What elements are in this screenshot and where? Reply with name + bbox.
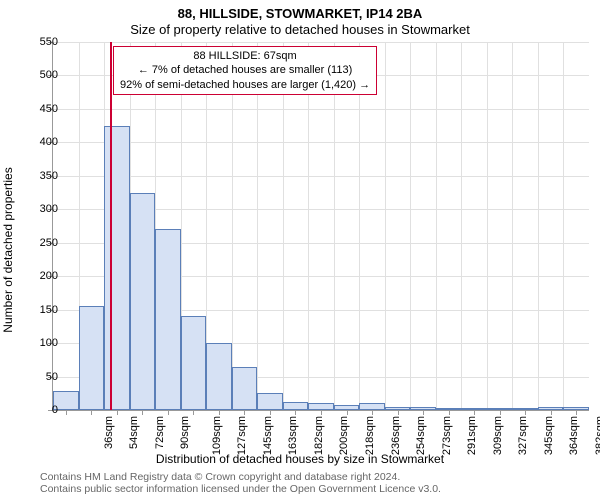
xtick-label: 309sqm [492,416,504,455]
reference-line [110,42,112,410]
xtick-label: 182sqm [313,416,325,455]
gridline-v [512,42,513,410]
xtick-label: 218sqm [364,416,376,455]
xtick-mark [372,410,373,415]
xtick-mark [91,410,92,415]
gridline-v [283,42,284,410]
xtick-label: 382sqm [594,416,600,455]
xtick-label: 36sqm [103,416,115,449]
ytick-label: 50 [28,371,58,383]
bar [181,316,207,410]
gridline-v [334,42,335,410]
xtick-label: 364sqm [568,416,580,455]
gridline-v [257,42,258,410]
xtick-mark [525,410,526,415]
xtick-mark [423,410,424,415]
xtick-mark [270,410,271,415]
xtick-label: 273sqm [441,416,453,455]
ytick-label: 0 [28,404,58,416]
annotation-line: 88 HILLSIDE: 67sqm [120,49,370,63]
gridline-h [53,109,589,110]
xtick-mark [398,410,399,415]
xtick-mark [500,410,501,415]
gridline-v [359,42,360,410]
gridline-v [461,42,462,410]
xtick-mark [474,410,475,415]
ytick-label: 550 [28,36,58,48]
attribution-line2: Contains public sector information licen… [40,483,441,496]
page-subtitle: Size of property relative to detached ho… [0,22,600,37]
annotation-box: 88 HILLSIDE: 67sqm← 7% of detached house… [113,46,377,95]
xtick-label: 236sqm [390,416,402,455]
ytick-label: 150 [28,304,58,316]
gridline-h [53,176,589,177]
ytick-label: 200 [28,270,58,282]
xtick-mark [66,410,67,415]
xtick-mark [219,410,220,415]
plot-area: 36sqm54sqm72sqm90sqm109sqm127sqm145sqm16… [52,42,589,411]
xtick-mark [551,410,552,415]
gridline-v [410,42,411,410]
xtick-label: 327sqm [517,416,529,455]
xtick-label: 127sqm [237,416,249,455]
y-axis-label: Number of detached properties [1,167,15,332]
xtick-label: 72sqm [154,416,166,449]
xtick-mark [449,410,450,415]
xtick-label: 254sqm [415,416,427,455]
x-axis-label: Distribution of detached houses by size … [0,452,600,466]
xtick-label: 90sqm [179,416,191,449]
xtick-mark [244,410,245,415]
xtick-mark [117,410,118,415]
xtick-mark [576,410,577,415]
xtick-label: 345sqm [543,416,555,455]
gridline-v [487,42,488,410]
bar [206,343,232,410]
bar [104,126,130,410]
xtick-label: 145sqm [262,416,274,455]
gridline-v [232,42,233,410]
gridline-v [385,42,386,410]
bar [283,402,309,410]
ytick-label: 350 [28,170,58,182]
xtick-mark [295,410,296,415]
annotation-line: 92% of semi-detached houses are larger (… [120,78,370,92]
bar [130,193,156,410]
attribution-line1: Contains HM Land Registry data © Crown c… [40,471,441,484]
gridline-h [53,142,589,143]
xtick-mark [321,410,322,415]
ytick-label: 250 [28,237,58,249]
xtick-mark [347,410,348,415]
ytick-label: 500 [28,69,58,81]
gridline-h [53,42,589,43]
bar [155,229,181,410]
gridline-v [308,42,309,410]
bar [359,403,385,410]
gridline-v [538,42,539,410]
xtick-mark [168,410,169,415]
bar [79,306,105,410]
bar [308,403,334,410]
xtick-label: 291sqm [466,416,478,455]
gridline-v [563,42,564,410]
ytick-label: 450 [28,103,58,115]
gridline-v [436,42,437,410]
ytick-label: 300 [28,203,58,215]
chart-container: 88, HILLSIDE, STOWMARKET, IP14 2BA Size … [0,0,600,500]
bar [232,367,258,410]
xtick-label: 163sqm [288,416,300,455]
xtick-label: 54sqm [128,416,140,449]
xtick-label: 200sqm [339,416,351,455]
xtick-mark [142,410,143,415]
page-title: 88, HILLSIDE, STOWMARKET, IP14 2BA [0,6,600,21]
attribution: Contains HM Land Registry data © Crown c… [40,471,441,496]
annotation-line: ← 7% of detached houses are smaller (113… [120,63,370,77]
bar [257,393,283,410]
xtick-label: 109sqm [211,416,223,455]
ytick-label: 100 [28,337,58,349]
xtick-mark [193,410,194,415]
ytick-label: 400 [28,136,58,148]
